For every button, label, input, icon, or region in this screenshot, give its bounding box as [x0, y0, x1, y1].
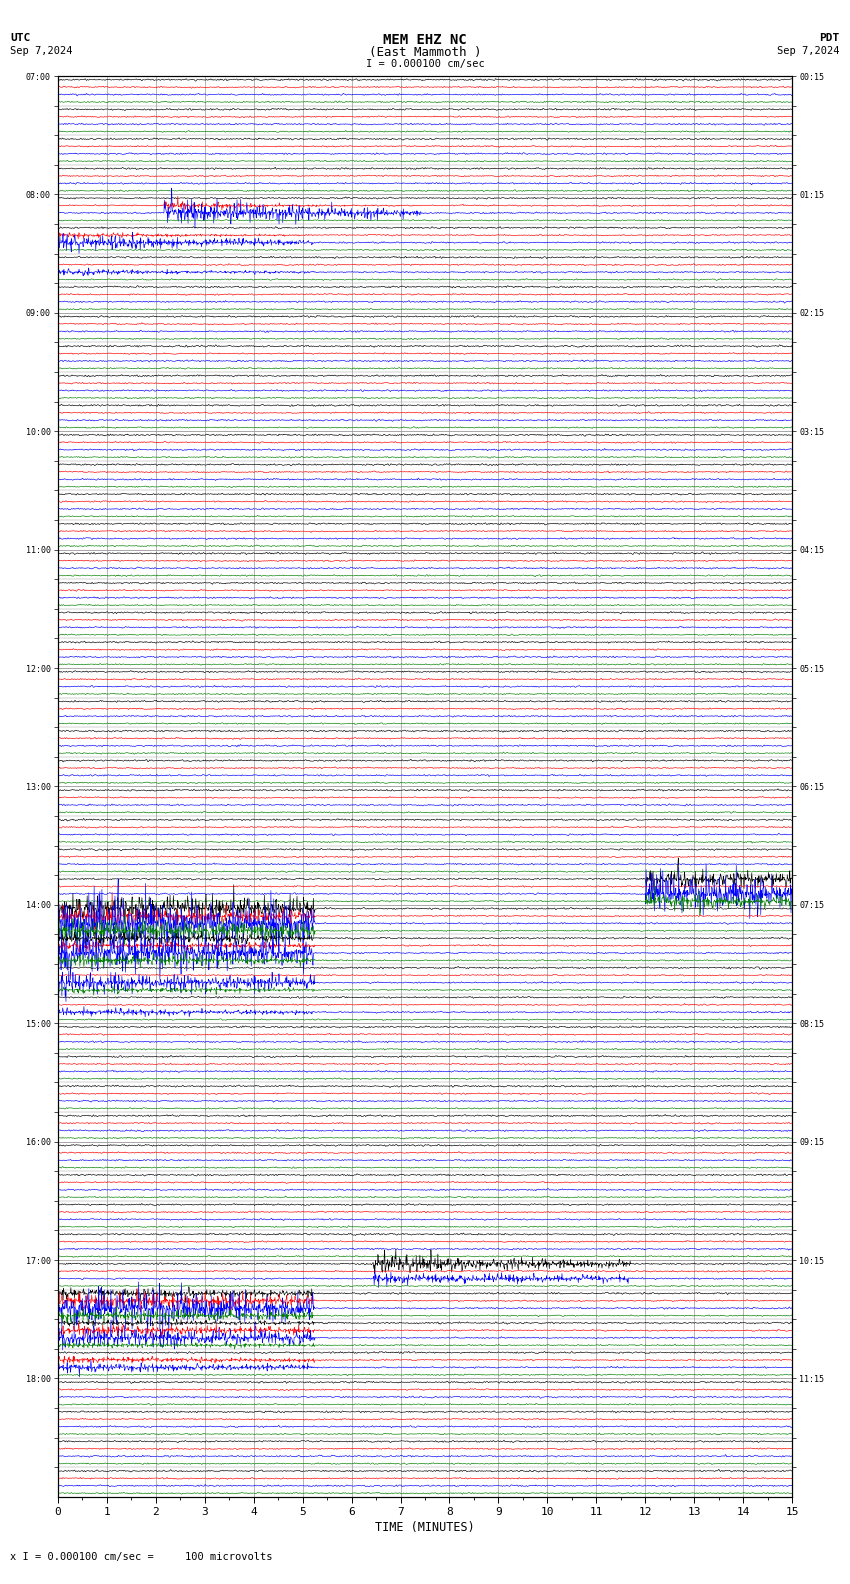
Text: (East Mammoth ): (East Mammoth )	[369, 46, 481, 59]
Text: PDT: PDT	[819, 33, 840, 43]
Text: x I = 0.000100 cm/sec =     100 microvolts: x I = 0.000100 cm/sec = 100 microvolts	[10, 1552, 273, 1562]
Text: Sep 7,2024: Sep 7,2024	[10, 46, 73, 55]
Text: MEM EHZ NC: MEM EHZ NC	[383, 33, 467, 48]
Text: I = 0.000100 cm/sec: I = 0.000100 cm/sec	[366, 59, 484, 68]
Text: UTC: UTC	[10, 33, 31, 43]
X-axis label: TIME (MINUTES): TIME (MINUTES)	[375, 1522, 475, 1535]
Text: Sep 7,2024: Sep 7,2024	[777, 46, 840, 55]
